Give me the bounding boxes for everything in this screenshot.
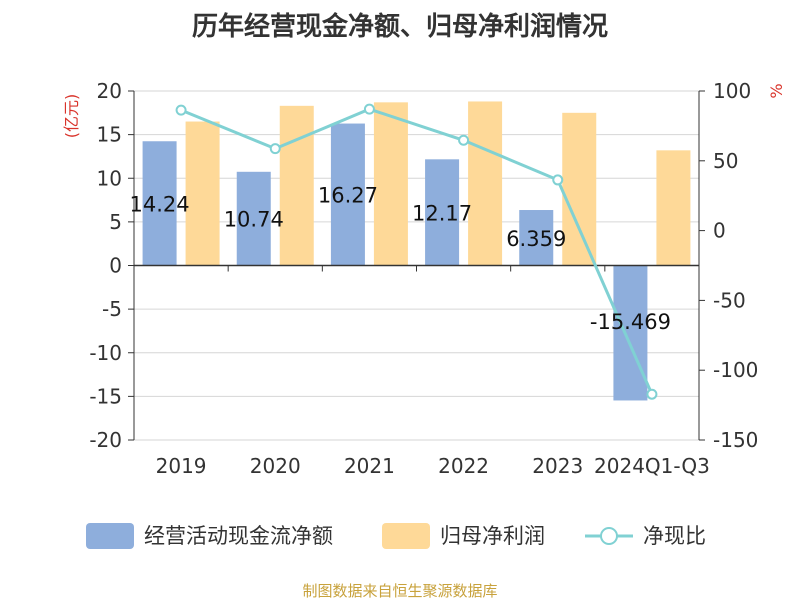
y-right-tick-label: -150 <box>713 428 758 452</box>
data-label: 10.74 <box>224 208 284 232</box>
y-left-tick-label: 5 <box>109 210 122 234</box>
line-ratio <box>180 107 654 395</box>
gridlines <box>134 90 699 441</box>
axes: 20151050-5-10-15-20100500-50-100-1502019… <box>62 79 786 478</box>
x-tick-label: 2019 <box>156 454 207 478</box>
x-tick-label: 2021 <box>344 454 395 478</box>
bar-series <box>142 101 691 401</box>
legend-cashflow-swatch <box>86 523 134 549</box>
line-point <box>458 134 470 146</box>
bar-net-profit <box>562 112 597 266</box>
line-series <box>175 103 658 400</box>
legend-net-profit-label: 归母净利润 <box>440 524 545 548</box>
y-left-tick-label: -5 <box>102 297 122 321</box>
data-label: 6.359 <box>506 227 566 251</box>
data-label: 16.27 <box>318 184 378 208</box>
x-tick-label: 2024Q1-Q3 <box>594 454 710 478</box>
legend-net-profit-swatch <box>382 523 430 549</box>
bar-net-profit <box>468 101 503 266</box>
bar-cashflow <box>519 210 554 266</box>
y-left-tick-label: 20 <box>97 79 122 103</box>
y-right-tick-label: -50 <box>713 288 746 312</box>
legend-cashflow-label: 经营活动现金流净额 <box>144 524 333 548</box>
chart-title: 历年经营现金净额、归母净利润情况 <box>191 12 608 42</box>
bar-cashflow <box>425 159 460 266</box>
bar-net-profit <box>373 102 408 266</box>
bar-cashflow <box>236 171 271 266</box>
data-labels: 14.24 10.74 16.27 12.17 6.359 -15.469 <box>130 184 671 334</box>
bar-net-profit <box>279 105 314 266</box>
x-tick-label: 2022 <box>438 454 489 478</box>
bar-net-profit <box>185 121 220 266</box>
y-left-tick-label: 0 <box>109 254 122 278</box>
legend: 经营活动现金流净额 归母净利润 净现比 <box>86 523 706 549</box>
data-label: 12.17 <box>412 201 472 225</box>
y-right-tick-label: 0 <box>713 219 726 243</box>
line-point <box>646 388 658 400</box>
line-point <box>363 103 375 115</box>
line-point <box>175 104 187 116</box>
y-left-axis-label: (亿元) <box>62 94 81 139</box>
bar-cashflow <box>613 265 648 401</box>
bar-net-profit <box>656 150 691 266</box>
line-point <box>552 174 564 186</box>
bar-cashflow <box>330 123 365 266</box>
y-left-tick-label: -15 <box>89 384 122 408</box>
legend-ratio-label: 净现比 <box>643 524 706 548</box>
y-left-tick-label: 15 <box>97 123 122 147</box>
legend-ratio-marker <box>600 527 618 545</box>
source-note: 制图数据来自恒生聚源数据库 <box>302 582 498 600</box>
data-label: 14.24 <box>130 192 190 216</box>
y-right-tick-label: 50 <box>713 149 738 173</box>
y-right-axis-label: % <box>767 83 786 98</box>
y-right-tick-label: 100 <box>713 79 751 103</box>
x-tick-label: 2020 <box>250 454 301 478</box>
y-left-tick-label: -10 <box>89 341 122 365</box>
x-tick-label: 2023 <box>532 454 583 478</box>
y-left-tick-label: 10 <box>97 166 122 190</box>
bar-cashflow <box>142 141 177 266</box>
line-point <box>269 143 281 155</box>
data-label: -15.469 <box>590 310 671 334</box>
y-right-tick-label: -100 <box>713 358 758 382</box>
y-left-tick-label: -20 <box>89 428 122 452</box>
